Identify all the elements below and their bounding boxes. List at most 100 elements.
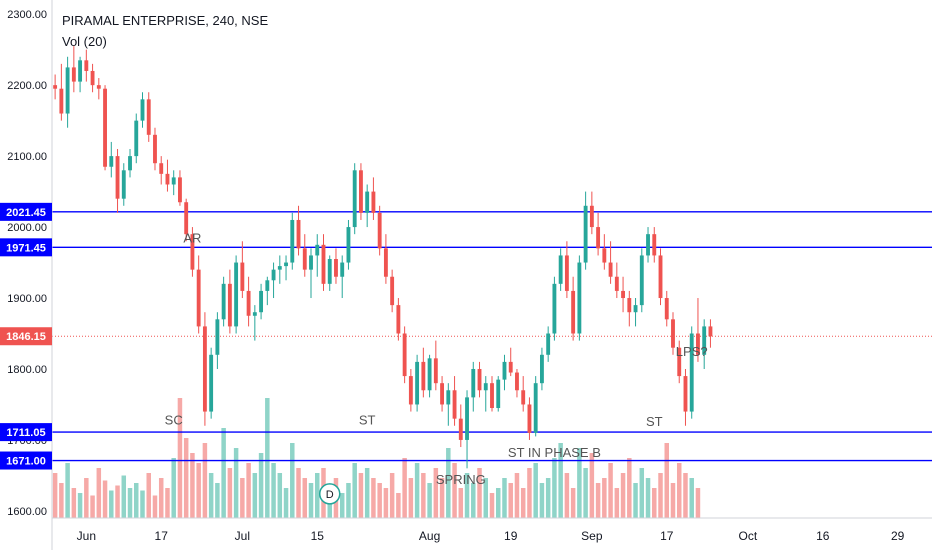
candle-body	[614, 276, 619, 291]
candle-body	[234, 262, 239, 327]
candle-body	[633, 305, 638, 313]
volume-bar	[165, 488, 170, 518]
volume-bar	[84, 478, 89, 518]
volume-bar	[627, 458, 632, 518]
candle-body	[146, 99, 151, 135]
candle-body	[390, 276, 395, 306]
volume-bar	[495, 488, 501, 518]
annotation-label: LPS?	[676, 344, 708, 359]
volume-bar	[296, 468, 301, 518]
volume-bar	[271, 463, 276, 518]
volume-bar	[520, 488, 526, 518]
volume-bar	[283, 488, 289, 518]
annotation-label: SC	[165, 412, 183, 427]
candle-body	[508, 361, 513, 373]
volume-bar	[614, 488, 620, 518]
volume-bar	[570, 488, 576, 518]
annotation-label: AR	[183, 231, 201, 246]
candle-body	[458, 418, 463, 440]
y-tick-label: 1800.00	[7, 364, 47, 376]
candle-body	[159, 163, 164, 174]
volume-bar	[290, 443, 295, 518]
candle-body	[377, 212, 382, 249]
candle-body	[265, 280, 270, 291]
x-tick-label: 15	[311, 529, 325, 543]
volume-bar	[446, 448, 451, 518]
candle-body	[677, 347, 682, 377]
dividend-marker-label: D	[326, 489, 334, 501]
candle-body	[627, 298, 632, 313]
candle-body	[552, 283, 557, 334]
volume-bars	[52, 398, 701, 518]
volume-bar	[458, 488, 464, 518]
candle-body	[227, 283, 232, 327]
volume-bar	[302, 478, 308, 518]
volume-bar	[308, 483, 314, 518]
candle-body	[315, 244, 320, 256]
candle-body	[209, 354, 214, 412]
candle-body	[402, 333, 407, 377]
x-tick-label: 16	[816, 529, 830, 543]
candle-body	[184, 202, 189, 235]
candle-body	[340, 262, 345, 277]
candle-body	[515, 372, 519, 391]
volume-bar	[65, 463, 70, 518]
volume-bar	[352, 463, 357, 518]
candle-body	[128, 156, 132, 171]
volume-bar	[595, 483, 601, 518]
volume-bar	[695, 488, 701, 518]
volume-bar	[421, 473, 426, 518]
x-tick-label: Aug	[419, 529, 440, 543]
volume-bar	[483, 478, 489, 518]
horizontal-levels[interactable]	[52, 211, 932, 462]
candle-body	[140, 99, 145, 121]
volume-bar	[402, 458, 407, 518]
volume-bar	[414, 463, 420, 518]
volume-bar	[102, 480, 108, 518]
candle-body	[496, 379, 501, 409]
candle-body	[621, 290, 625, 299]
volume-bar	[452, 463, 457, 518]
candle-body	[415, 361, 420, 405]
volume-bar	[396, 493, 401, 518]
candle-body	[327, 259, 332, 284]
level-price-tag	[0, 202, 52, 221]
volume-bar	[134, 483, 139, 518]
volume-bar	[514, 473, 520, 518]
candle-body	[359, 170, 363, 213]
level-price-label: 1671.00	[6, 456, 46, 468]
volume-bar	[689, 478, 694, 518]
volume-bar	[564, 473, 570, 518]
candle-body	[396, 305, 401, 334]
volume-bar	[533, 463, 538, 518]
candle-body	[352, 170, 357, 228]
volume-bar	[190, 453, 195, 518]
candle-body	[383, 248, 388, 277]
volume-bar	[71, 488, 77, 518]
y-tick-label: 1600.00	[7, 506, 47, 518]
candle-body	[533, 383, 538, 433]
candle-body	[639, 255, 644, 306]
candle-body	[652, 234, 657, 256]
volume-bar	[215, 483, 220, 518]
candle-body	[90, 70, 95, 86]
candle-body	[596, 227, 601, 249]
last-price-label: 1846.15	[6, 331, 46, 343]
volume-bar	[602, 478, 607, 518]
candle-body	[153, 134, 157, 164]
candle-body	[577, 262, 582, 334]
candle-body	[109, 156, 114, 167]
x-tick-label: 17	[155, 529, 169, 543]
dividend-marker[interactable]	[318, 483, 341, 505]
annotation-label: ST IN PHASE B	[508, 445, 601, 460]
y-tick-label: 1900.00	[7, 293, 47, 305]
volume-bar	[408, 478, 414, 518]
candle-body	[202, 326, 207, 412]
volume-bar	[389, 473, 395, 518]
candle-body	[571, 290, 576, 334]
x-axis[interactable]: Jun 17 Jul 15 Aug 19 Sep 17 Oct 16 29	[52, 517, 932, 543]
volume-bar	[90, 495, 95, 518]
y-tick-label: 2100.00	[7, 151, 47, 163]
